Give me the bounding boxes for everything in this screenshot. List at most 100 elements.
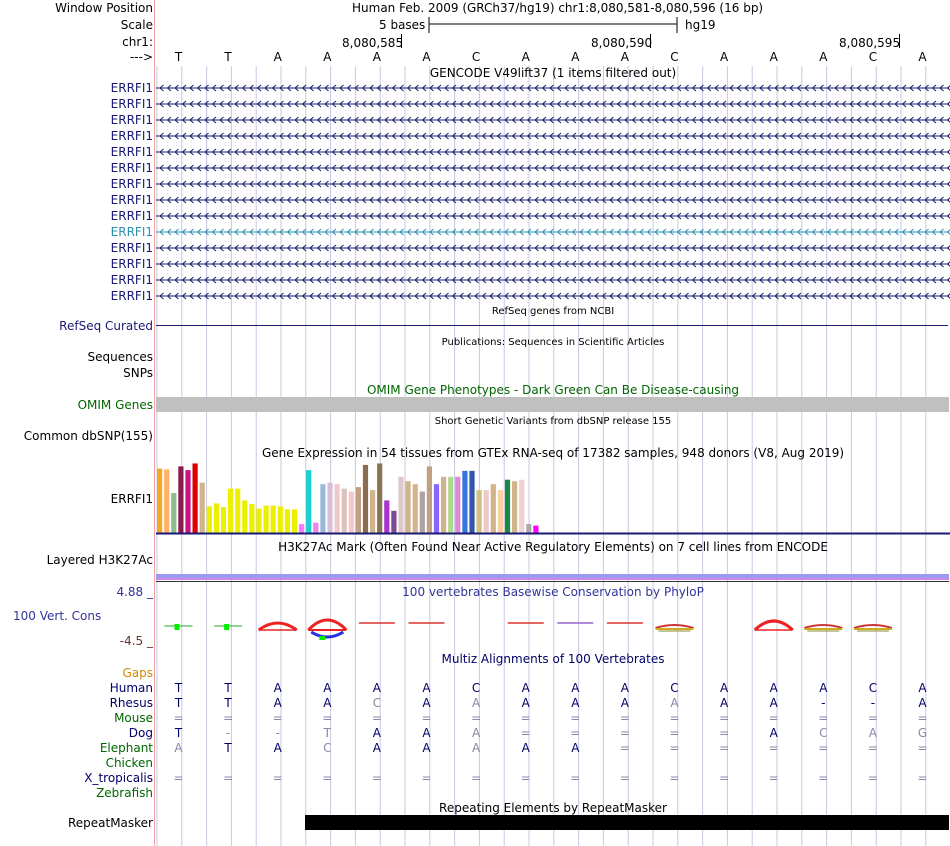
multiz-species-label[interactable]: Zebrafish (96, 786, 153, 800)
gtex-tissue-bar (270, 505, 276, 533)
gencode-transcript-label[interactable]: ERRFI1 (110, 225, 153, 239)
gencode-transcript-label[interactable]: ERRFI1 (110, 289, 153, 303)
gencode-transcript-label[interactable]: ERRFI1 (110, 209, 153, 223)
phylop-track-label[interactable]: 100 Vert. Cons (13, 609, 102, 623)
left-panel-border (154, 0, 155, 846)
gtex-tissue-bar (448, 476, 454, 533)
multiz-aligned-base: C (372, 696, 382, 710)
sequence-base: T (174, 50, 183, 64)
gencode-transcript-line[interactable] (156, 210, 950, 222)
gencode-transcript-label[interactable]: ERRFI1 (110, 193, 153, 207)
gencode-transcript-line[interactable] (156, 274, 950, 286)
gtex-expression-chart[interactable] (156, 459, 950, 537)
multiz-aligned-base: = (619, 711, 630, 725)
refseq-gene-line[interactable] (156, 325, 948, 326)
gencode-transcript-line[interactable] (156, 194, 950, 206)
gtex-tissue-bar (412, 484, 418, 533)
multiz-aligned-base: = (322, 771, 333, 785)
gencode-transcript-line[interactable] (156, 82, 950, 94)
h3k27ac-track-title[interactable]: H3K27Ac Mark (Often Found Near Active Re… (278, 540, 828, 554)
h3k27ac-signal-band[interactable] (156, 578, 949, 580)
multiz-aligned-base: - (821, 696, 826, 710)
multiz-aligned-base: = (669, 726, 680, 740)
refseq-track-label[interactable]: RefSeq Curated (59, 319, 153, 333)
gencode-transcript-line[interactable] (156, 290, 950, 302)
multiz-species-label[interactable]: Dog (128, 726, 153, 740)
gencode-transcript-label[interactable]: ERRFI1 (110, 113, 153, 127)
phylop-logo (257, 621, 298, 632)
phylop-max-label: 4.88 _ (116, 585, 153, 599)
multiz-species-label[interactable]: Mouse (114, 711, 153, 725)
multiz-aligned-base: = (223, 771, 234, 785)
multiz-aligned-base: = (520, 726, 531, 740)
gencode-transcript-label[interactable]: ERRFI1 (110, 241, 153, 255)
publications-sequences-label[interactable]: Sequences (87, 350, 153, 364)
gencode-transcript-label[interactable]: ERRFI1 (110, 129, 153, 143)
dbsnp-track-label[interactable]: Common dbSNP(155) (23, 429, 153, 443)
multiz-aligned-base: = (719, 726, 730, 740)
multiz-aligned-base: A (571, 681, 580, 695)
phylop-track-title[interactable]: 100 vertebrates Basewise Conservation by… (402, 585, 704, 599)
gtex-tissue-bar (519, 479, 525, 533)
multiz-species-label[interactable]: Elephant (99, 741, 153, 755)
multiz-aligned-base: = (917, 771, 928, 785)
multiz-species-label[interactable]: X_tropicalis (84, 771, 153, 785)
gencode-transcript-label[interactable]: ERRFI1 (110, 81, 153, 95)
repeatmasker-track-title[interactable]: Repeating Elements by RepeatMasker (439, 801, 667, 815)
gtex-tissue-bar (299, 524, 305, 533)
gtex-track-label[interactable]: ERRFI1 (110, 492, 153, 506)
gencode-transcript-line[interactable] (156, 130, 950, 142)
phylop-logo-track[interactable] (156, 610, 950, 644)
omim-track-label[interactable]: OMIM Genes (77, 398, 153, 412)
gtex-tissue-bar (433, 484, 440, 533)
gencode-transcript-label[interactable]: ERRFI1 (110, 145, 153, 159)
gencode-transcript-line[interactable] (156, 98, 950, 110)
gencode-transcript-line[interactable] (156, 114, 950, 126)
multiz-aligned-base: - (275, 726, 280, 740)
gencode-transcript-label[interactable]: ERRFI1 (110, 97, 153, 111)
scale-value: 5 bases (379, 18, 426, 32)
multiz-species-label[interactable]: Chicken (105, 756, 153, 770)
gencode-transcript-line[interactable] (156, 178, 950, 190)
publications-track-title[interactable]: Publications: Sequences in Scientific Ar… (441, 337, 665, 348)
gencode-transcript-label[interactable]: ERRFI1 (110, 177, 153, 191)
sequence-base: A (422, 50, 431, 64)
gtex-tissue-bar (419, 491, 425, 533)
multiz-aligned-base: = (669, 741, 680, 755)
gtex-tissue-bar (256, 508, 262, 533)
gencode-transcript-line[interactable] (156, 242, 950, 254)
multiz-aligned-base: A (174, 741, 183, 755)
repeatmasker-element[interactable] (305, 815, 949, 830)
phylop-min-label: -4.5 _ (119, 634, 153, 648)
gencode-transcript-line[interactable] (156, 162, 950, 174)
dbsnp-track-title[interactable]: Short Genetic Variants from dbSNP releas… (434, 416, 672, 427)
gtex-track-title[interactable]: Gene Expression in 54 tissues from GTEx … (261, 446, 845, 460)
gencode-transcript-label[interactable]: ERRFI1 (110, 257, 153, 271)
gtex-tissue-bar (192, 463, 198, 533)
gencode-track-title[interactable]: GENCODE V49lift37 (1 items filtered out) (429, 66, 677, 80)
refseq-track-title[interactable]: RefSeq genes from NCBI (491, 306, 615, 317)
omim-gene-bar[interactable] (156, 397, 949, 412)
gtex-tissue-bar (164, 469, 170, 533)
sequence-base: C (868, 50, 878, 64)
multiz-aligned-base: = (421, 711, 432, 725)
sequence-base: A (323, 50, 332, 64)
h3k27ac-signal-band[interactable] (156, 574, 949, 578)
gencode-transcript-label[interactable]: ERRFI1 (110, 161, 153, 175)
multiz-species-label[interactable]: Human (109, 681, 153, 695)
omim-track-title[interactable]: OMIM Gene Phenotypes - Dark Green Can Be… (366, 383, 740, 397)
gencode-transcript-line[interactable] (156, 146, 950, 158)
h3k27ac-track-label[interactable]: Layered H3K27Ac (46, 553, 153, 567)
multiz-aligned-base: A (471, 726, 481, 740)
multiz-track-title[interactable]: Multiz Alignments of 100 Vertebrates (441, 652, 665, 666)
gencode-transcript-label[interactable]: ERRFI1 (110, 273, 153, 287)
multiz-aligned-base: = (173, 711, 184, 725)
publications-snps-label[interactable]: SNPs (123, 366, 153, 380)
gencode-transcript-line[interactable] (156, 226, 950, 238)
multiz-species-label[interactable]: Rhesus (109, 696, 153, 710)
sequence-base: A (719, 50, 729, 64)
repeatmasker-track-label[interactable]: RepeatMasker (67, 816, 153, 830)
gencode-transcript-line[interactable] (156, 258, 950, 270)
multiz-gaps-label[interactable]: Gaps (122, 666, 153, 680)
